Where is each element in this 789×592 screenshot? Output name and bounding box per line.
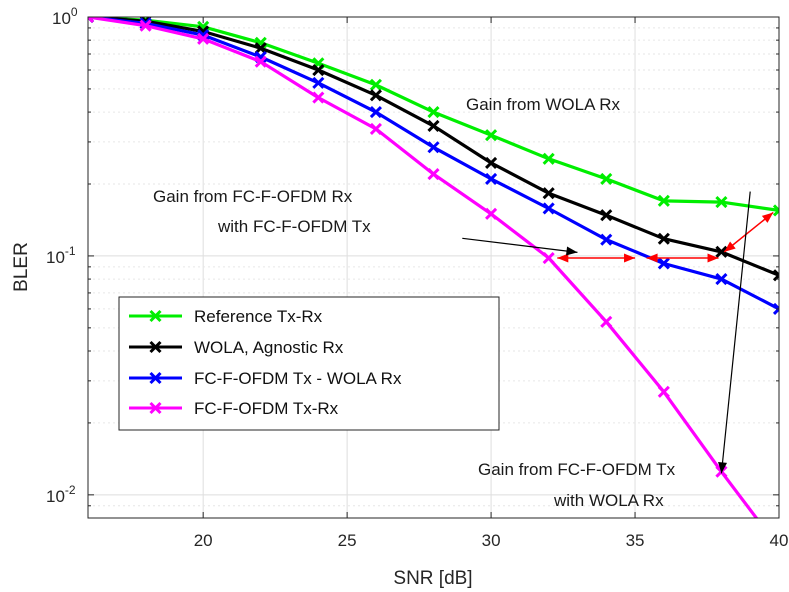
data-point [657, 232, 670, 245]
data-point [369, 106, 382, 119]
data-point [542, 251, 555, 265]
data-point [542, 202, 555, 215]
legend-label: FC-F-OFDM Tx - WOLA Rx [194, 369, 402, 388]
data-point [312, 63, 325, 77]
data-point [600, 233, 613, 246]
legend-label: WOLA, Agnostic Rx [194, 338, 344, 357]
annotation-wola-gain: Gain from WOLA Rx [466, 95, 620, 114]
data-point [600, 172, 613, 185]
legend-label: Reference Tx-Rx [194, 307, 323, 326]
arrow-head [718, 461, 728, 474]
x-tick-labels: 20 25 30 35 40 [194, 531, 789, 550]
data-point [485, 207, 498, 220]
data-point [427, 141, 440, 154]
data-point [88, 17, 95, 24]
data-point [772, 269, 779, 282]
legend-marker [149, 340, 162, 354]
data-point [312, 76, 325, 89]
data-point [369, 122, 382, 136]
y-tick-label: 10-1 [46, 244, 76, 267]
data-point [427, 119, 440, 132]
legend-item: WOLA, Agnostic Rx [129, 338, 344, 357]
y-axis-label: BLER [11, 242, 32, 292]
legend-marker [149, 401, 162, 415]
x-tick-label: 20 [194, 531, 213, 550]
arrow-shaft [720, 191, 751, 474]
data-point [657, 194, 670, 207]
arrow-head [646, 253, 658, 263]
arrow-head [624, 253, 636, 263]
annotation-fc-tx-gain: Gain from FC-F-OFDM Tx with WOLA Rx [478, 460, 676, 510]
data-point [772, 204, 779, 217]
annotation-line: with FC-F-OFDM Tx [217, 217, 371, 236]
legend: Reference Tx-Rx WOLA, Agnostic Rx FC-F-O… [118, 296, 500, 431]
y-tick-labels: 100 10-1 10-2 [46, 5, 78, 506]
legend-item: FC-F-OFDM Tx - WOLA Rx [129, 369, 402, 388]
axis-ticks [88, 16, 780, 519]
y-tick-exp: -2 [65, 483, 76, 497]
data-point [427, 106, 440, 119]
annotation-line: Gain from WOLA Rx [466, 95, 620, 114]
annotation-arrow [646, 253, 719, 263]
arrow-head [724, 241, 736, 252]
data-point [715, 196, 728, 209]
plot-frame [87, 16, 780, 519]
x-tick-label: 40 [770, 531, 789, 550]
arrow-shaft [462, 237, 578, 253]
legend-label: FC-F-OFDM Tx-Rx [194, 399, 339, 418]
data-point [715, 273, 728, 286]
data-point [139, 19, 152, 32]
y-tick-exp: -1 [65, 244, 76, 258]
annotation-arrow [718, 191, 751, 474]
arrow-head [707, 253, 719, 263]
data-point [542, 152, 555, 165]
data-point [485, 129, 498, 142]
data-point [772, 302, 779, 315]
legend-marker [149, 371, 162, 385]
y-tick-label: 100 [52, 5, 78, 28]
annotation-arrow [557, 253, 636, 263]
annotation-arrows [462, 191, 774, 474]
data-point [254, 55, 267, 68]
annotation-line: with WOLA Rx [553, 491, 664, 510]
legend-marker [149, 309, 162, 323]
annotation-line: Gain from FC-F-OFDM Rx [153, 187, 353, 206]
data-point [312, 91, 325, 104]
data-point [369, 78, 382, 91]
y-tick-exp: 0 [71, 5, 78, 19]
data-point [657, 385, 670, 398]
y-tick-base: 10 [46, 487, 65, 506]
legend-item: FC-F-OFDM Tx-Rx [129, 399, 339, 418]
legend-item: Reference Tx-Rx [129, 307, 323, 326]
x-tick-label: 35 [626, 531, 645, 550]
arrow-head [557, 253, 569, 263]
annotation-fc-rx-gain: Gain from FC-F-OFDM Rx with FC-F-OFDM Tx [153, 187, 371, 236]
data-point [760, 524, 770, 534]
data-point [600, 315, 613, 328]
series-2 [88, 17, 779, 315]
data-point [369, 89, 382, 102]
y-tick-label: 10-2 [46, 483, 76, 506]
data-point [657, 257, 670, 270]
data-point [197, 32, 210, 45]
x-tick-label: 25 [338, 531, 357, 550]
annotation-arrow [723, 211, 774, 253]
data-point [427, 168, 440, 181]
arrow-head [761, 212, 774, 223]
y-tick-base: 10 [52, 9, 71, 28]
x-axis-label: SNR [dB] [393, 568, 472, 589]
x-tick-label: 30 [482, 531, 501, 550]
data-point [715, 245, 728, 258]
annotation-line: Gain from FC-F-OFDM Tx [478, 460, 676, 479]
data-point [485, 172, 498, 185]
data-point [542, 187, 555, 200]
annotation-arrow [462, 237, 578, 256]
legend-box [118, 296, 500, 431]
data-point [600, 209, 613, 222]
arrow-head [565, 246, 578, 256]
data-point [485, 156, 498, 170]
y-tick-base: 10 [46, 248, 65, 267]
